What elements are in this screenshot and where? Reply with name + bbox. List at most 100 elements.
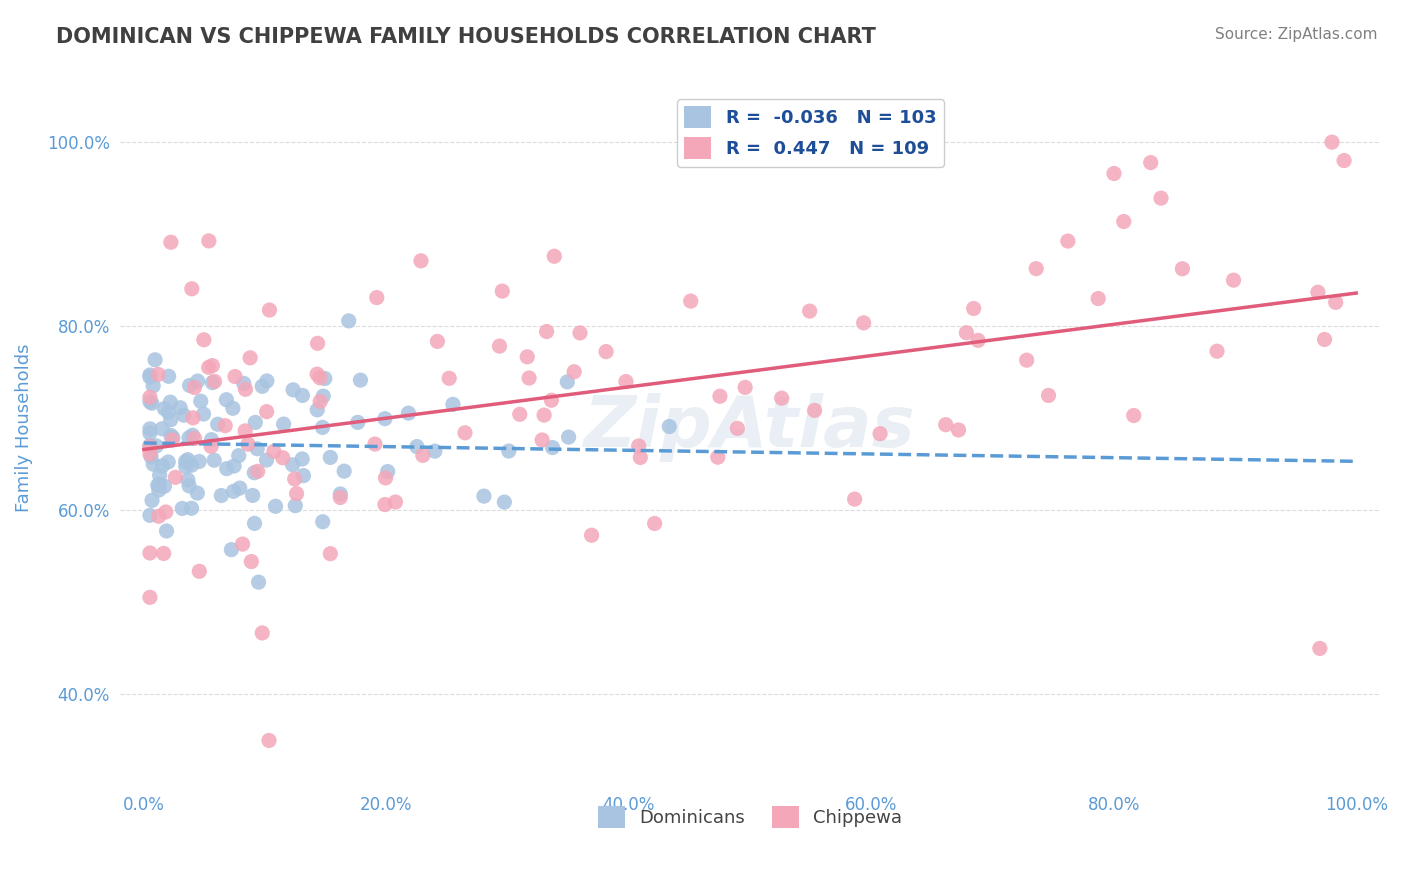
Point [569,326,592,340]
Point [1038,388,1060,402]
Point [281,383,304,397]
Point [157,455,180,469]
Point [374,471,396,485]
Point [252,379,274,393]
Point [852,316,875,330]
Point [955,326,977,340]
Point [412,449,434,463]
Point [165,470,187,484]
Point [319,547,342,561]
Point [309,371,332,385]
Point [148,368,170,382]
Point [139,390,162,404]
Point [177,473,200,487]
Point [627,439,650,453]
Point [159,413,181,427]
Point [312,515,335,529]
Point [190,394,212,409]
Point [844,492,866,507]
Point [162,431,184,445]
Point [198,234,221,248]
Point [246,464,269,478]
Point [396,406,419,420]
Point [531,433,554,447]
Point [243,466,266,480]
Point [143,352,166,367]
Point [221,542,243,557]
Point [472,489,495,503]
Point [441,397,464,411]
Point [188,564,211,578]
Point [377,465,399,479]
Point [224,369,246,384]
Point [658,419,681,434]
Point [141,493,163,508]
Point [187,374,209,388]
Point [256,453,278,467]
Point [240,555,263,569]
Point [488,339,510,353]
Point [1102,166,1125,180]
Point [628,450,651,465]
Point [536,325,558,339]
Point [155,524,177,538]
Point [139,439,162,453]
Point [247,575,270,590]
Point [193,333,215,347]
Point [146,478,169,492]
Point [291,388,314,402]
Point [173,408,195,422]
Point [159,395,181,409]
Point [215,461,238,475]
Point [1313,333,1336,347]
Point [366,291,388,305]
Point [201,359,224,373]
Point [142,379,165,393]
Point [967,334,990,348]
Point [155,505,177,519]
Point [935,417,957,432]
Point [494,495,516,509]
Point [533,408,555,422]
Point [222,458,245,473]
Point [309,394,332,409]
Point [188,454,211,468]
Point [160,428,183,442]
Point [509,407,531,421]
Point [1139,155,1161,169]
Point [319,450,342,465]
Point [157,405,180,419]
Point [222,484,245,499]
Point [314,371,336,385]
Point [183,432,205,446]
Point [333,464,356,478]
Point [1306,285,1329,300]
Point [139,394,162,409]
Point [614,375,637,389]
Point [222,401,245,416]
Point [169,401,191,415]
Point [329,487,352,501]
Point [139,546,162,560]
Point [770,391,793,405]
Point [174,459,197,474]
Point [179,378,201,392]
Point [273,417,295,431]
Point [284,472,307,486]
Point [426,334,449,349]
Point [406,440,429,454]
Point [252,626,274,640]
Point [207,417,229,432]
Point [454,425,477,440]
Point [948,423,970,437]
Point [139,422,162,436]
Point [148,477,170,491]
Point [239,351,262,365]
Point [284,499,307,513]
Point [197,360,219,375]
Point [246,442,269,456]
Point [150,458,173,473]
Point [180,282,202,296]
Point [232,376,254,391]
Point [1015,353,1038,368]
